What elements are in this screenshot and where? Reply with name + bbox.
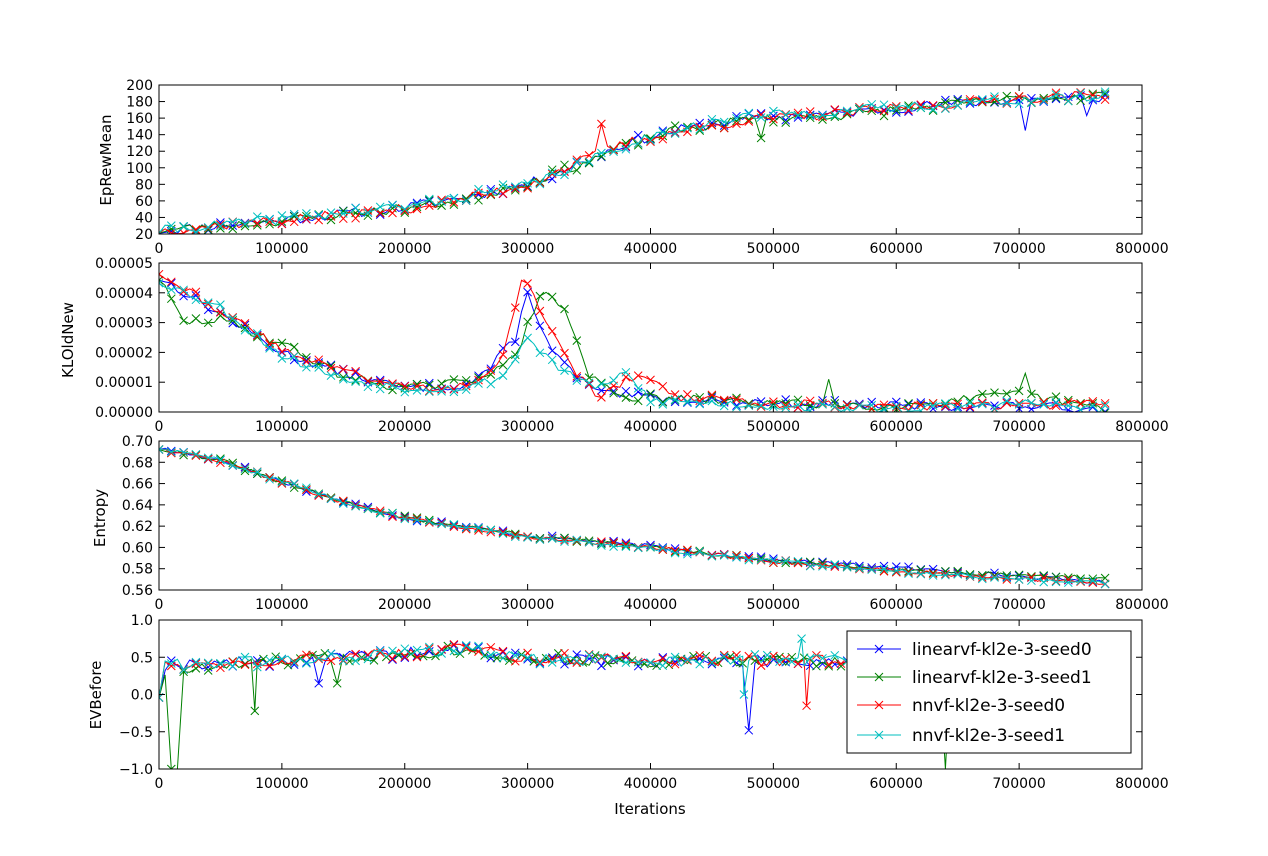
epreward-mean-xtick-label-1: 100000	[255, 241, 308, 257]
epreward-mean-series-group	[159, 87, 1110, 234]
entropy-ytick-label-4: 0.64	[122, 498, 153, 514]
epreward-mean-ytick-label-2: 60	[135, 194, 153, 210]
evbefore-xtick-label-5: 500000	[747, 776, 800, 792]
entropy-ytick-label-2: 0.60	[122, 540, 153, 556]
legend-label-linearvf-seed0: linearvf-kl2e-3-seed0	[912, 640, 1092, 660]
entropy-ytick-label-3: 0.62	[122, 519, 153, 535]
legend-entry-linearvf-seed1: linearvf-kl2e-3-seed1	[857, 668, 1092, 688]
epreward-mean-xtick-label-7: 700000	[992, 241, 1045, 257]
legend-entry-linearvf-seed0: linearvf-kl2e-3-seed0	[857, 640, 1092, 660]
epreward-mean-xtick-label-5: 500000	[747, 241, 800, 257]
entropy-xtick-label-3: 300000	[501, 597, 554, 613]
evbefore-xtick-label-3: 300000	[501, 776, 554, 792]
entropy-series-line-3	[159, 448, 1106, 585]
entropy-xtick-label-2: 200000	[378, 597, 431, 613]
epreward-mean-series-marker-path-3	[159, 87, 1110, 234]
legend-entry-nnvf-seed0: nnvf-kl2e-3-seed0	[857, 696, 1065, 716]
entropy-panel: Entropy 0 100000 200000 300000 400000 500000 6…	[91, 434, 1169, 613]
epreward-mean-panel: EpRewMean 0 100000 200000 300000 400000 50000…	[97, 78, 1169, 257]
iterations-xlabel: Iterations	[614, 800, 686, 818]
entropy-xtick-label-7: 700000	[992, 597, 1045, 613]
evbefore-xtick-label-7: 700000	[992, 776, 1045, 792]
epreward-mean-xtick-label-4: 400000	[624, 241, 677, 257]
evbefore-ylabel: EVBefore	[87, 661, 105, 730]
legend-label-nnvf-seed0: nnvf-kl2e-3-seed0	[912, 696, 1065, 716]
evbefore-ytick-label-3: 0.5	[131, 650, 153, 666]
evbefore-xtick-label-0: 0	[155, 776, 164, 792]
epreward-mean-xtick-label-6: 600000	[870, 241, 923, 257]
kl-oldnew-xtick-label-1: 100000	[255, 419, 308, 435]
kl-oldnew-ytick-label-5: 0.00005	[95, 256, 153, 272]
legend-box	[846, 630, 1132, 754]
kl-oldnew-xtick-label-0: 0	[155, 419, 164, 435]
kl-oldnew-panel: KLOldNew 0 100000 200000 300000 400000 500000…	[59, 256, 1169, 435]
legend-entry-nnvf-seed1: nnvf-kl2e-3-seed1	[857, 726, 1065, 746]
epreward-mean-ytick-label-0: 20	[135, 227, 153, 243]
legend-marker-linearvf-seed1	[874, 672, 884, 682]
kl-oldnew-ytick-label-1: 0.00001	[95, 375, 153, 391]
epreward-mean-ytick-label-1: 40	[135, 210, 153, 226]
legend-marker-linearvf-seed0	[874, 644, 884, 654]
entropy-xtick-label-8: 800000	[1115, 597, 1168, 613]
entropy-xtick-label-4: 400000	[624, 597, 677, 613]
evbefore-ytick-label-2: 0.0	[131, 688, 153, 704]
epreward-mean-ytick-label-4: 100	[126, 161, 153, 177]
legend-label-nnvf-seed1: nnvf-kl2e-3-seed1	[912, 726, 1065, 746]
entropy-xtick-label-5: 500000	[747, 597, 800, 613]
epreward-mean-xtick-label-3: 300000	[501, 241, 554, 257]
epreward-mean-ytick-label-8: 180	[126, 95, 153, 111]
kl-oldnew-xtick-label-6: 600000	[870, 419, 923, 435]
epreward-mean-series-markers-3	[159, 87, 1110, 234]
kl-oldnew-ytick-label-2: 0.00002	[95, 345, 153, 361]
kl-oldnew-xtick-label-2: 200000	[378, 419, 431, 435]
entropy-series-marker-path-3	[159, 445, 1110, 589]
evbefore-ytick-label-4: 1.0	[131, 613, 153, 629]
entropy-ytick-label-5: 0.66	[122, 477, 153, 493]
kl-oldnew-xtick-label-7: 700000	[992, 419, 1045, 435]
kl-oldnew-series-group	[159, 269, 1110, 412]
epreward-mean-ytick-label-6: 140	[126, 128, 153, 144]
kl-oldnew-xtick-label-4: 400000	[624, 419, 677, 435]
legend-marker-nnvf-seed1	[874, 730, 884, 740]
evbefore-ytick-label-1: −0.5	[119, 725, 153, 741]
epreward-mean-xtick-label-2: 200000	[378, 241, 431, 257]
evbefore-xtick-label-4: 400000	[624, 776, 677, 792]
kl-oldnew-series-line-3	[159, 282, 1106, 412]
epreward-mean-ytick-label-9: 200	[126, 78, 153, 94]
entropy-ytick-label-0: 0.56	[122, 583, 153, 599]
legend-marker-nnvf-seed0	[874, 700, 884, 710]
entropy-xtick-label-1: 100000	[255, 597, 308, 613]
kl-oldnew-ytick-label-4: 0.00004	[95, 286, 153, 302]
kl-oldnew-xtick-label-3: 300000	[501, 419, 554, 435]
entropy-xtick-label-0: 0	[155, 597, 164, 613]
entropy-ylabel: Entropy	[91, 489, 109, 547]
epreward-mean-ytick-label-7: 160	[126, 111, 153, 127]
epreward-mean-xtick-label-0: 0	[155, 241, 164, 257]
kl-oldnew-xtick-label-8: 800000	[1115, 419, 1168, 435]
kl-oldnew-xtick-label-5: 500000	[747, 419, 800, 435]
entropy-xtick-label-6: 600000	[870, 597, 923, 613]
legend-label-linearvf-seed1: linearvf-kl2e-3-seed1	[912, 668, 1092, 688]
evbefore-xtick-label-8: 800000	[1115, 776, 1168, 792]
entropy-series-markers-3	[159, 445, 1110, 589]
epreward-mean-series-line-3	[159, 91, 1106, 234]
entropy-ytick-label-7: 0.70	[122, 434, 153, 450]
evbefore-ytick-label-0: −1.0	[119, 762, 153, 778]
evbefore-xtick-label-6: 600000	[870, 776, 923, 792]
kl-oldnew-ytick-label-3: 0.00003	[95, 316, 153, 332]
kl-oldnew-ytick-label-0: 0.00000	[95, 405, 153, 421]
legend: linearvf-kl2e-3-seed0 linearvf-kl2e-3-se…	[846, 630, 1132, 754]
epreward-mean-ytick-label-5: 120	[126, 144, 153, 160]
evbefore-xtick-label-2: 200000	[378, 776, 431, 792]
kl-oldnew-ylabel: KLOldNew	[59, 302, 77, 378]
epreward-mean-xtick-label-8: 800000	[1115, 241, 1168, 257]
entropy-ytick-label-6: 0.68	[122, 455, 153, 471]
entropy-series-group	[159, 445, 1110, 589]
epreward-mean-ylabel: EpRewMean	[97, 114, 115, 205]
epreward-mean-ytick-label-3: 80	[135, 177, 153, 193]
evbefore-xtick-label-1: 100000	[255, 776, 308, 792]
entropy-ytick-label-1: 0.58	[122, 562, 153, 578]
